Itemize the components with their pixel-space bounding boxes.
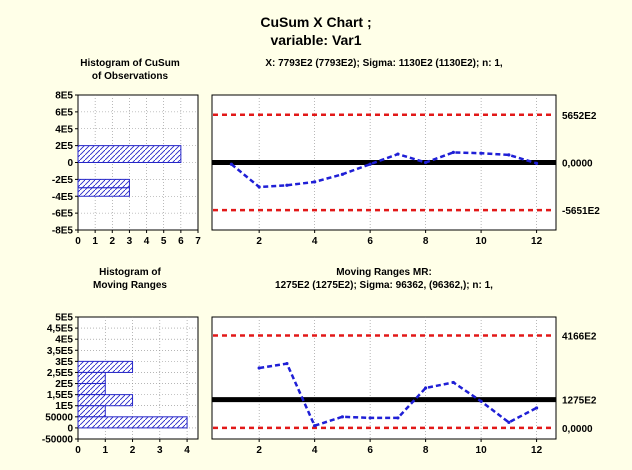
data-point: [285, 183, 289, 187]
data-point: [340, 415, 344, 419]
panel-title-3-0: Moving Ranges MR:: [336, 267, 432, 278]
y-tick-label: 6E5: [55, 107, 73, 118]
series-line: [230, 151, 537, 189]
y-tick-label: 1E5: [55, 401, 73, 412]
y-tick-label: 2E5: [55, 141, 73, 152]
x-tick-label: 4: [312, 445, 318, 456]
panel-title-0-1: of Observations: [92, 71, 169, 82]
data-point: [451, 150, 455, 154]
y-tick-label: 3E5: [55, 357, 73, 368]
panel-title-1-0: X: 7793E2 (7793E2); Sigma: 1130E2 (1130E…: [265, 58, 503, 69]
y-tick-label: -4E5: [52, 192, 74, 203]
upper-control-limit-label: 4166E2: [562, 331, 597, 342]
y-tick-label: 0: [67, 158, 73, 169]
histogram-bar: [77, 145, 182, 163]
x-tick-label: 1: [102, 445, 108, 456]
x-tick-label: 5: [161, 236, 167, 247]
data-point: [396, 416, 400, 420]
center-line-label: 0,0000: [562, 159, 593, 170]
histogram-bar: [77, 416, 188, 429]
data-point: [285, 361, 289, 366]
x-tick-label: 2: [256, 236, 262, 247]
data-point: [451, 380, 455, 385]
y-tick-label: 5E5: [55, 313, 73, 324]
y-tick-label: 4E5: [55, 124, 73, 135]
x-tick-label: 0: [75, 236, 81, 247]
x-tick-label: 2: [110, 236, 116, 247]
x-tick-label: 8: [423, 445, 429, 456]
data-point: [507, 153, 511, 157]
x-tick-label: 0: [75, 445, 81, 456]
data-point: [368, 416, 372, 420]
y-tick-label: -6E5: [52, 209, 74, 220]
data-point: [424, 160, 428, 165]
data-point: [368, 162, 372, 166]
x-tick-label: 1: [92, 236, 98, 247]
y-tick-label: -8E5: [52, 226, 74, 237]
panel-title-2-0: Histogram of: [99, 267, 161, 278]
x-tick-label: 6: [367, 236, 373, 247]
lower-control-limit-label: 0,0000: [562, 424, 593, 435]
histogram-bar: [77, 383, 106, 396]
data-point: [479, 399, 483, 403]
histogram-bar: [77, 178, 130, 189]
histogram-bar: [77, 405, 106, 418]
data-point: [534, 161, 539, 165]
data-point: [313, 424, 317, 428]
x-tick-label: 4: [312, 236, 318, 247]
data-point: [257, 366, 261, 370]
y-tick-label: -50000: [42, 435, 74, 446]
data-point: [479, 151, 483, 155]
x-tick-label: 10: [476, 445, 488, 456]
upper-control-limit-label: 5652E2: [562, 111, 597, 122]
data-point: [396, 152, 400, 156]
y-tick-label: 0: [67, 423, 73, 434]
x-tick-label: 4: [144, 236, 150, 247]
x-tick-label: 8: [423, 236, 429, 247]
x-tick-label: 12: [531, 445, 543, 456]
data-point: [257, 185, 261, 189]
x-tick-label: 4: [184, 445, 190, 456]
data-point: [534, 406, 539, 410]
plot-area-3: [211, 316, 557, 440]
y-tick-label: 4,5E5: [47, 324, 74, 335]
panel-title-2-1: Moving Ranges: [93, 280, 167, 291]
data-point: [229, 162, 234, 166]
x-tick-label: 7: [195, 236, 201, 247]
y-tick-label: -2E5: [52, 175, 74, 186]
data-point: [424, 386, 428, 390]
x-tick-label: 12: [531, 236, 543, 247]
histogram-bar: [77, 187, 130, 197]
x-tick-label: 2: [256, 445, 262, 456]
y-tick-label: 3,5E5: [47, 346, 74, 357]
data-point: [507, 420, 511, 424]
x-tick-label: 2: [130, 445, 136, 456]
x-tick-label: 6: [178, 236, 184, 247]
y-tick-label: 8E5: [55, 91, 73, 102]
data-point: [313, 180, 317, 184]
chart-title: CuSum X Chart ;: [260, 14, 371, 30]
y-tick-label: 1,5E5: [47, 390, 74, 401]
chart-subtitle: variable: Var1: [270, 32, 361, 48]
y-tick-label: 50000: [45, 412, 73, 423]
x-tick-label: 10: [476, 236, 488, 247]
histogram-bar: [77, 360, 134, 373]
lower-control-limit-label: -5651E2: [562, 206, 600, 217]
x-tick-label: 6: [367, 445, 373, 456]
x-tick-label: 3: [127, 236, 133, 247]
histogram-bar: [77, 371, 106, 385]
y-tick-label: 2E5: [55, 379, 73, 390]
center-line-label: 1275E2: [562, 396, 597, 407]
y-tick-label: 4E5: [55, 335, 73, 346]
histogram-bar: [77, 394, 134, 407]
data-point: [340, 172, 344, 176]
y-tick-label: 2,5E5: [47, 368, 74, 379]
panel-title-3-1: 1275E2 (1275E2); Sigma: 96362, (96362,);…: [275, 280, 493, 291]
panel-title-0-0: Histogram of CuSum: [80, 58, 180, 69]
x-tick-label: 3: [157, 445, 163, 456]
